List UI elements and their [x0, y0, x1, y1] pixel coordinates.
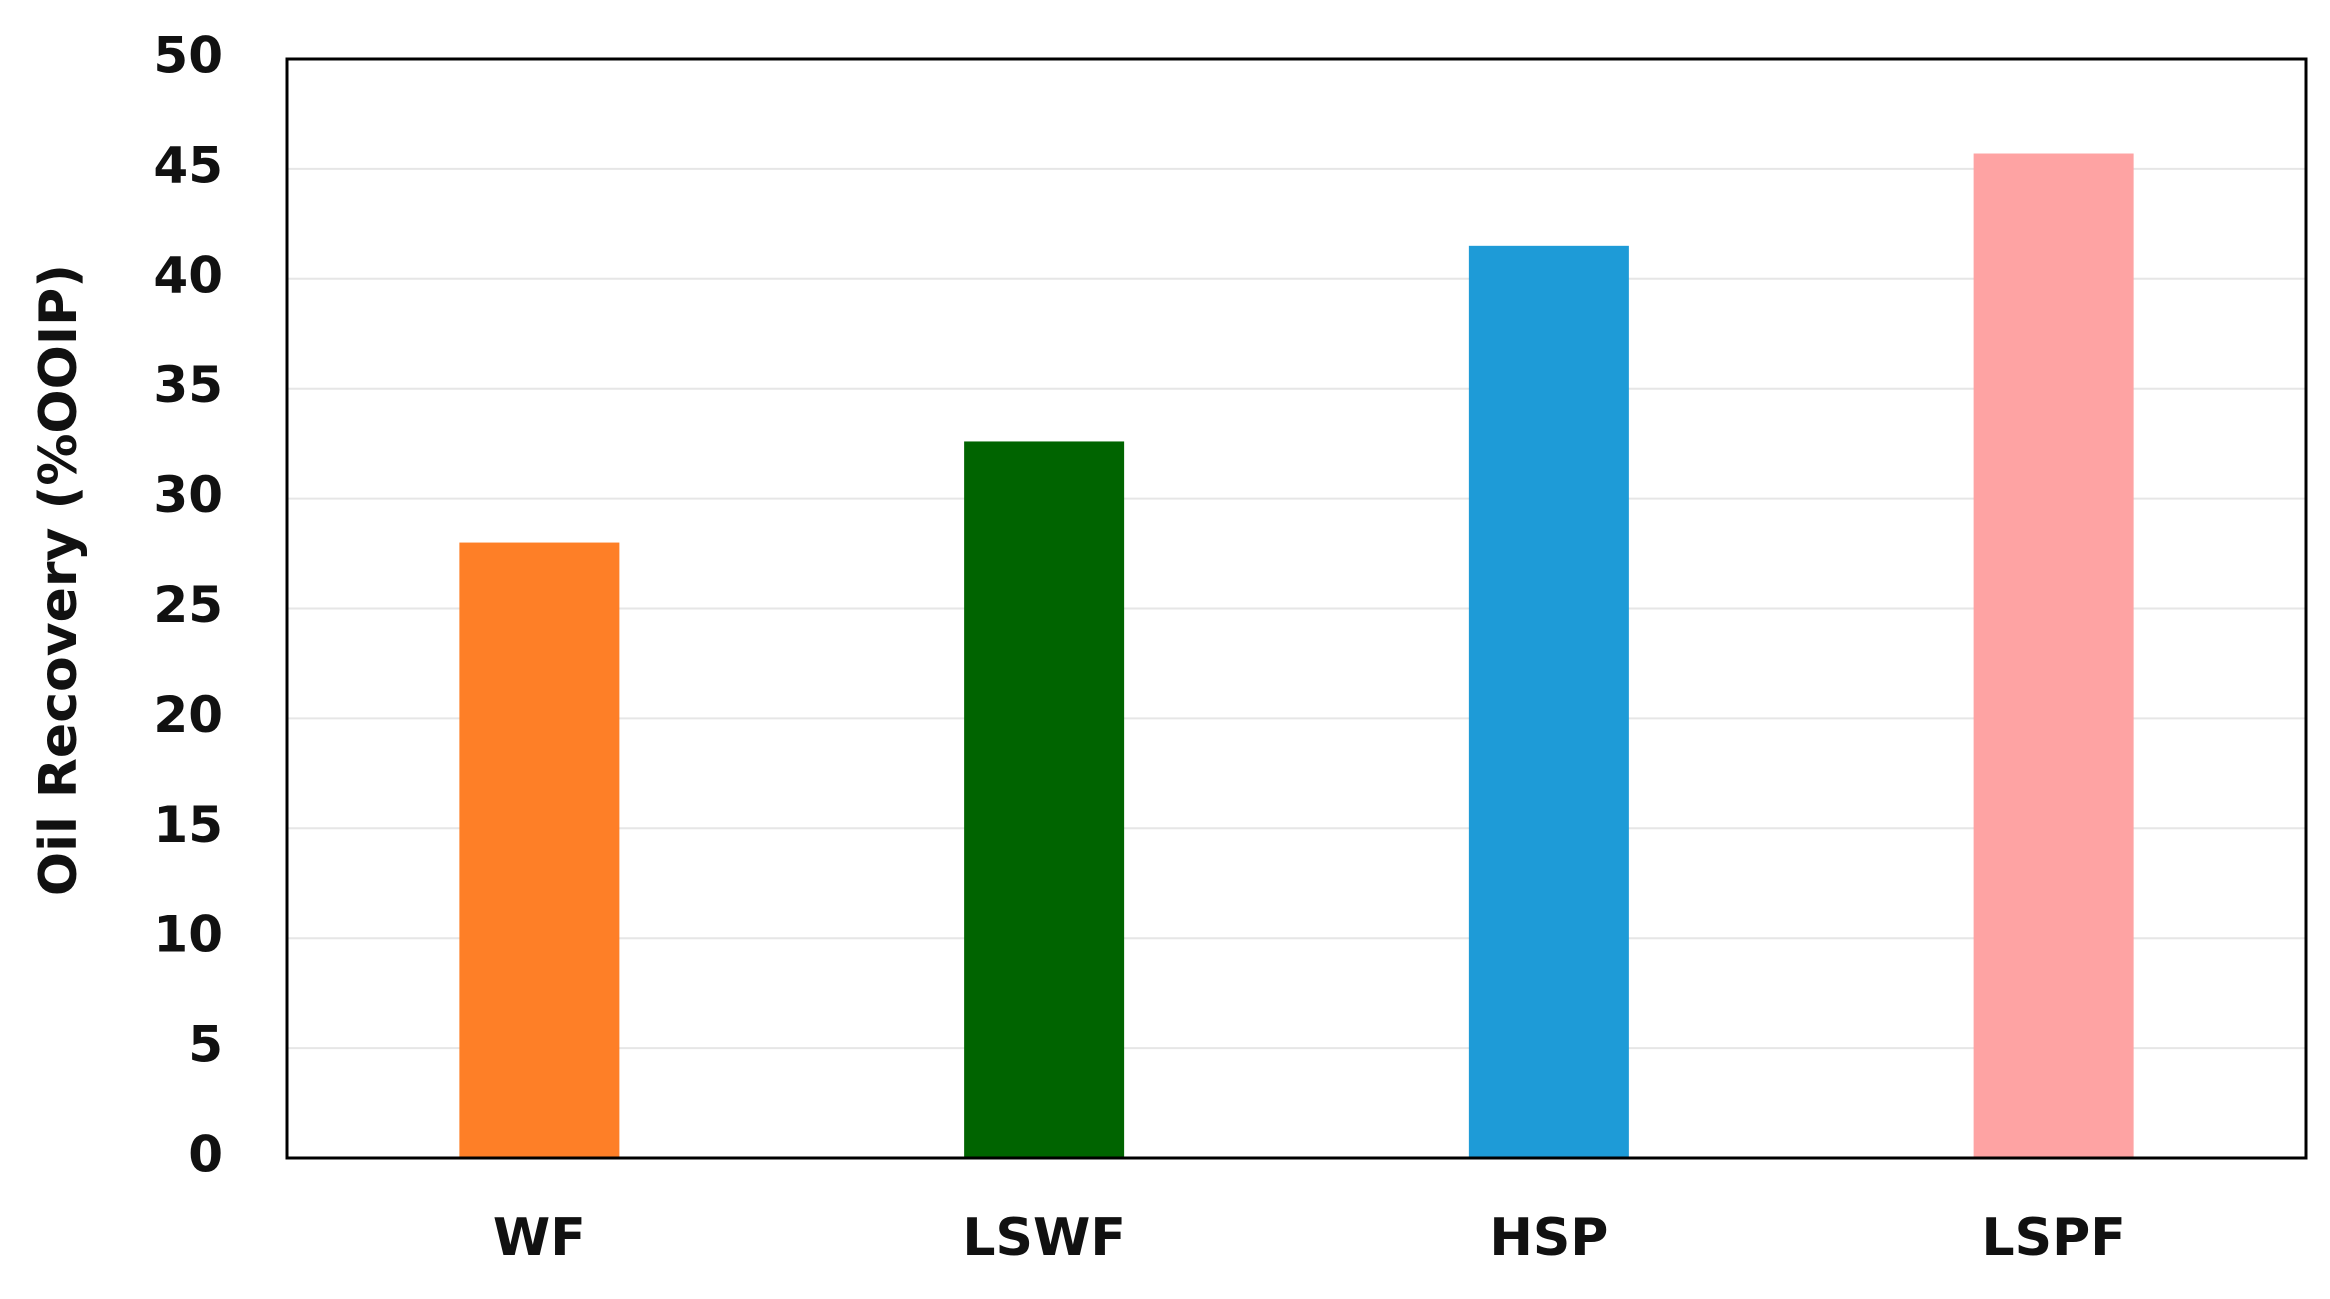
- y-tick-label: 10: [153, 906, 223, 964]
- y-tick-label: 5: [188, 1016, 223, 1074]
- y-tick-label: 25: [153, 576, 223, 634]
- x-tick-label: LSWF: [962, 1208, 1125, 1268]
- bar: [1973, 153, 2134, 1158]
- plot-border: [285, 57, 2308, 1160]
- y-tick-label: 20: [153, 686, 223, 744]
- y-tick-label: 45: [153, 136, 223, 194]
- bar: [964, 441, 1125, 1158]
- x-tick-label: LSPF: [1982, 1208, 2126, 1268]
- y-tick-label: 50: [153, 27, 223, 85]
- bar: [1468, 245, 1629, 1158]
- y-tick-label: 0: [188, 1126, 223, 1184]
- y-tick-label: 35: [153, 356, 223, 414]
- bar: [459, 542, 620, 1158]
- y-tick-label: 30: [153, 466, 223, 524]
- x-tick-label: WF: [493, 1208, 586, 1268]
- y-tick-label: 15: [153, 796, 223, 854]
- x-tick-label: HSP: [1489, 1208, 1608, 1268]
- y-tick-label: 40: [153, 246, 223, 304]
- y-axis-title: Oil Recovery (%OOIP): [29, 264, 89, 896]
